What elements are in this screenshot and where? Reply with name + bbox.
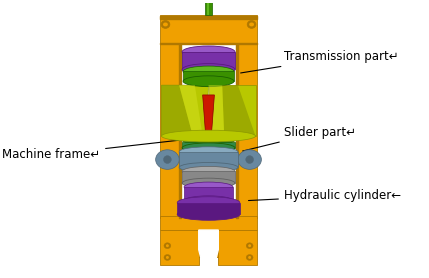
Ellipse shape xyxy=(182,135,235,145)
Ellipse shape xyxy=(182,64,235,75)
Ellipse shape xyxy=(238,150,261,169)
Ellipse shape xyxy=(182,46,235,58)
Bar xyxy=(182,52,235,70)
Ellipse shape xyxy=(248,256,251,259)
Ellipse shape xyxy=(249,23,254,26)
Bar xyxy=(177,203,240,214)
Bar xyxy=(160,216,257,230)
Bar xyxy=(206,0,208,15)
Ellipse shape xyxy=(166,256,169,259)
Ellipse shape xyxy=(164,243,171,249)
Bar xyxy=(160,230,199,265)
Text: Machine frame↵: Machine frame↵ xyxy=(2,140,178,161)
Ellipse shape xyxy=(177,197,240,208)
Ellipse shape xyxy=(182,167,235,176)
Polygon shape xyxy=(208,85,224,136)
Polygon shape xyxy=(199,230,218,257)
Ellipse shape xyxy=(246,255,253,260)
Bar xyxy=(184,187,233,201)
Ellipse shape xyxy=(246,156,254,163)
Bar xyxy=(160,15,257,44)
Ellipse shape xyxy=(179,147,238,157)
Ellipse shape xyxy=(182,178,235,188)
Polygon shape xyxy=(202,95,214,134)
Ellipse shape xyxy=(179,163,238,172)
Polygon shape xyxy=(222,85,256,136)
Ellipse shape xyxy=(164,255,171,260)
Bar xyxy=(199,230,218,257)
Ellipse shape xyxy=(184,196,233,205)
Ellipse shape xyxy=(161,21,170,28)
Ellipse shape xyxy=(182,143,235,153)
Bar xyxy=(218,230,257,265)
Ellipse shape xyxy=(248,244,251,247)
Polygon shape xyxy=(162,85,193,136)
Text: Slider part↵: Slider part↵ xyxy=(242,126,356,151)
Ellipse shape xyxy=(156,150,179,169)
Ellipse shape xyxy=(166,244,169,247)
Bar xyxy=(182,142,235,148)
Ellipse shape xyxy=(183,76,234,87)
Ellipse shape xyxy=(163,23,168,26)
Ellipse shape xyxy=(247,21,256,28)
Ellipse shape xyxy=(183,66,234,77)
Bar xyxy=(160,44,181,218)
Polygon shape xyxy=(162,85,208,136)
Bar xyxy=(236,44,257,218)
Text: Hydraulic cylinder←: Hydraulic cylinder← xyxy=(248,189,401,202)
Bar xyxy=(205,0,212,15)
Bar xyxy=(182,171,235,183)
Ellipse shape xyxy=(177,208,240,220)
Ellipse shape xyxy=(246,243,253,249)
Ellipse shape xyxy=(163,156,171,163)
Bar xyxy=(183,71,234,81)
Polygon shape xyxy=(179,85,202,136)
Ellipse shape xyxy=(162,130,256,142)
Ellipse shape xyxy=(184,182,233,192)
Text: Transmission part↵: Transmission part↵ xyxy=(241,50,399,73)
Polygon shape xyxy=(208,85,256,136)
Bar xyxy=(179,152,238,167)
